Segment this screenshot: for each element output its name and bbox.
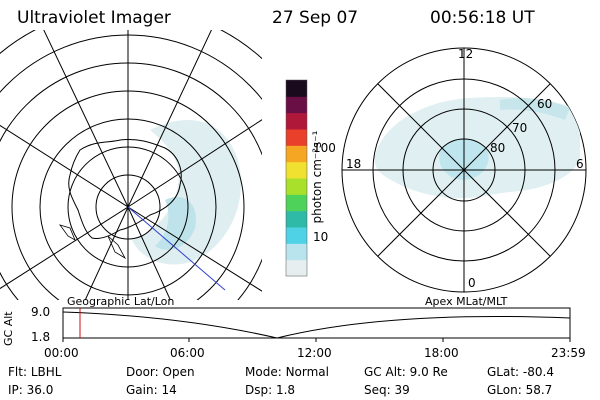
status-ip: IP: 36.0 <box>8 383 54 397</box>
colorbar-swatch <box>286 80 307 97</box>
colorbar-swatch <box>286 227 307 244</box>
colorbar-swatch <box>286 96 307 114</box>
colorbar-swatch <box>286 210 307 228</box>
mlat-label-80: 80 <box>490 141 506 155</box>
alt-xtick-2: 12:00 <box>297 346 332 360</box>
antarctica-coastline <box>68 139 182 239</box>
colorbar-tick-100: 100 <box>313 141 336 155</box>
colorbar-swatch <box>286 112 307 130</box>
meridian-lines <box>0 30 262 300</box>
geographic-map <box>0 30 262 300</box>
colorbar-swatch <box>286 129 307 146</box>
polar-map <box>341 47 587 293</box>
colorbar-tick-10: 10 <box>313 230 329 244</box>
mlt-label-6: 6 <box>576 157 584 171</box>
mlat-label-70: 70 <box>512 121 528 135</box>
colorbar-swatch <box>286 259 307 277</box>
status-seq: Seq: 39 <box>364 383 410 397</box>
altitude-plot <box>62 307 571 342</box>
status-mode: Mode: Normal <box>245 365 329 379</box>
date-label: 27 Sep 07 <box>272 8 359 28</box>
altitude-curve <box>62 311 571 339</box>
status-door: Door: Open <box>126 365 195 379</box>
colorbar-swatch <box>286 243 307 261</box>
geographic-caption: Geographic Lat/Lon <box>67 295 175 308</box>
status-glon: GLon: 58.7 <box>487 383 553 397</box>
colorbar-swatch <box>286 194 307 212</box>
satellite-track <box>127 206 226 291</box>
apex-caption: Apex MLat/MLT <box>425 295 508 308</box>
alt-ytick-1.8: 1.8 <box>31 330 51 344</box>
mlt-label-0: 0 <box>468 276 476 290</box>
status-glat: GLat: -80.4 <box>487 365 554 379</box>
mlat-label-60: 60 <box>537 97 553 111</box>
instrument-title: Ultraviolet Imager <box>17 8 171 28</box>
mlt-label-12: 12 <box>458 47 474 61</box>
colorbar-swatch <box>286 161 307 179</box>
alt-ylabel: GC Alt <box>2 311 15 346</box>
alt-xtick-4: 23:59 <box>551 346 586 360</box>
alt-ytick-9: 9.0 <box>31 305 51 319</box>
status-gc-alt: GC Alt: 9.0 Re <box>364 365 448 379</box>
colorbar-unit-label: photon cm⁻²s⁻¹ <box>310 130 324 224</box>
alt-xtick-0: 00:00 <box>44 346 79 360</box>
mlt-label-18: 18 <box>346 157 362 171</box>
colorbar-swatch <box>286 145 307 163</box>
time-label: 00:56:18 UT <box>430 8 535 28</box>
alt-xtick-3: 18:00 <box>424 346 459 360</box>
colorbar <box>286 80 307 277</box>
status-filter: Flt: LBHL <box>8 365 62 379</box>
status-dsp: Dsp: 1.8 <box>245 383 296 397</box>
alt-xtick-1: 06:00 <box>170 346 205 360</box>
status-gain: Gain: 14 <box>126 383 177 397</box>
colorbar-swatch <box>286 178 307 195</box>
